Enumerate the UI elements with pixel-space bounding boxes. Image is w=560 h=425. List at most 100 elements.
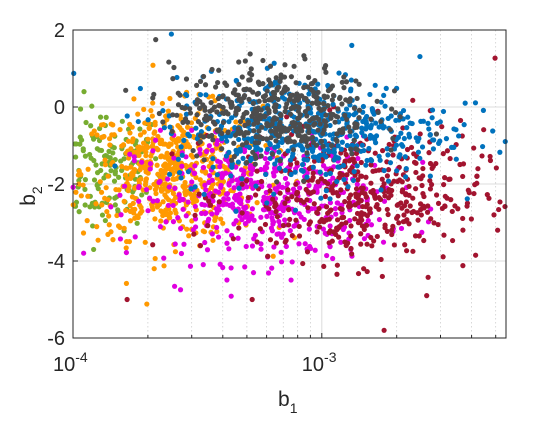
data-point-series-4 [497, 199, 503, 205]
data-point-series-6 [272, 102, 278, 108]
data-point-series-6 [290, 147, 297, 153]
data-point-series-6 [243, 140, 250, 146]
data-point-series-5 [137, 85, 143, 92]
data-point-series-6 [338, 129, 344, 135]
data-point-series-6 [332, 119, 338, 125]
data-point-series-3 [312, 206, 318, 212]
data-point-series-2 [158, 186, 164, 192]
data-point-series-4 [413, 186, 419, 192]
data-point-series-4 [339, 206, 345, 212]
data-point-series-3 [154, 198, 161, 204]
data-point-series-2 [183, 183, 189, 190]
data-point-series-6 [239, 142, 246, 148]
data-point-series-1 [97, 114, 104, 120]
data-point-series-3 [202, 182, 208, 188]
data-point-series-3 [228, 293, 234, 299]
data-point-series-6 [268, 128, 274, 134]
data-point-series-2 [185, 142, 191, 148]
data-point-series-3 [223, 191, 230, 197]
data-point-series-3 [203, 187, 209, 193]
data-point-series-5 [418, 118, 424, 124]
data-point-series-5 [377, 157, 383, 163]
data-point-series-5 [304, 174, 310, 180]
y-tick-label: 0 [54, 97, 65, 119]
data-point-series-4 [471, 190, 477, 197]
data-point-series-3 [224, 277, 230, 283]
data-point-series-6 [261, 114, 268, 120]
data-point-series-5 [425, 120, 431, 126]
data-point-series-4 [439, 124, 445, 130]
data-point-series-5 [335, 155, 341, 161]
data-point-series-5 [419, 144, 426, 150]
data-point-series-2 [254, 200, 260, 206]
data-point-series-3 [288, 277, 294, 283]
data-point-series-6 [275, 133, 281, 140]
data-point-series-3 [284, 181, 291, 187]
data-point-series-3 [221, 196, 227, 202]
x-tick-label-base: 10 [302, 354, 324, 376]
data-point-series-6 [278, 112, 284, 119]
data-point-series-3 [296, 241, 302, 247]
y-tick-label: 2 [54, 20, 65, 42]
data-point-series-2 [210, 237, 216, 243]
data-point-series-2 [136, 147, 142, 154]
data-point-series-6 [179, 104, 185, 111]
data-point-series-3 [235, 235, 241, 241]
data-point-series-6 [196, 105, 203, 111]
data-point-series-4 [403, 192, 409, 198]
data-point-series-5 [323, 171, 329, 177]
data-point-series-3 [216, 207, 222, 213]
data-point-outlier [495, 227, 501, 233]
data-point-series-4 [293, 181, 299, 187]
data-point-series-3 [354, 181, 360, 187]
data-point-series-5 [174, 74, 180, 81]
data-point-series-1 [82, 186, 88, 192]
data-point-series-6 [281, 125, 288, 131]
data-point-series-4 [342, 199, 348, 205]
data-point-series-3 [224, 228, 230, 234]
data-point-series-1 [95, 186, 101, 192]
data-point-series-5 [315, 81, 321, 87]
data-point-series-2 [115, 223, 122, 229]
data-point-series-4 [267, 237, 274, 243]
data-point-series-3 [231, 185, 237, 191]
data-point-series-2 [154, 162, 160, 168]
data-point-series-5 [350, 177, 357, 184]
data-point-series-6 [160, 119, 166, 125]
data-point-series-5 [175, 156, 181, 162]
data-point-series-3 [161, 255, 167, 261]
data-point-series-6 [210, 137, 216, 143]
data-point-series-5 [145, 117, 151, 123]
data-point-series-4 [300, 260, 306, 267]
data-point-series-4 [348, 223, 354, 229]
data-point-series-1 [93, 162, 99, 168]
data-point-series-3 [131, 154, 137, 160]
data-point-series-5 [235, 159, 241, 165]
data-point-series-6 [215, 79, 221, 86]
data-point-series-6 [259, 124, 265, 130]
data-point-series-3 [164, 176, 171, 182]
data-point-series-3 [214, 141, 220, 147]
data-point-series-6 [249, 113, 255, 119]
data-point-series-5 [461, 122, 467, 128]
data-point-series-4 [284, 114, 290, 120]
data-point-series-6 [169, 128, 175, 134]
data-point-series-3 [226, 180, 232, 187]
data-point-series-5 [405, 114, 411, 120]
data-point-series-5 [276, 165, 283, 171]
data-point-outlier [249, 296, 255, 303]
data-point-series-4 [286, 207, 292, 213]
data-point-series-4 [239, 181, 245, 187]
data-point-series-4 [440, 151, 446, 157]
data-point-series-4 [322, 178, 328, 185]
data-point-series-6 [273, 125, 279, 132]
data-point-series-3 [157, 127, 164, 133]
data-point-series-5 [402, 154, 408, 160]
data-point-series-6 [212, 121, 218, 127]
data-point-series-4 [403, 199, 409, 205]
data-point-series-6 [330, 112, 336, 118]
data-point-series-4 [404, 248, 410, 254]
data-point-series-5 [160, 108, 166, 114]
data-point-series-4 [384, 173, 390, 179]
data-point-series-4 [298, 197, 304, 203]
